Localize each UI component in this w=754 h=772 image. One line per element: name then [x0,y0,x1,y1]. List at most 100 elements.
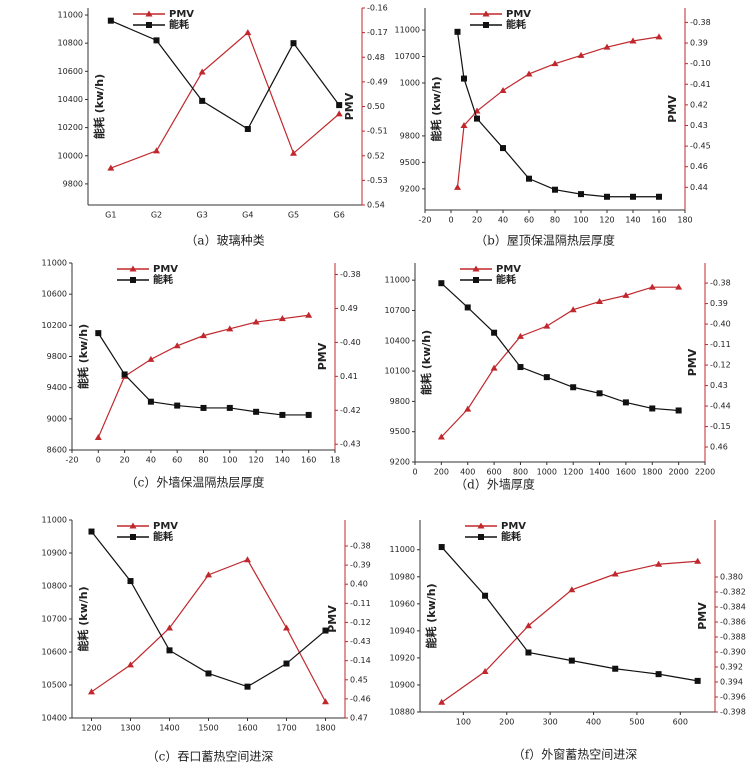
point-marker [675,283,683,290]
point-marker [127,661,134,668]
y-tick-label: 10700 [42,615,67,624]
point-marker [173,342,181,349]
y2-tick-label: -0.38 [340,270,361,279]
y2-tick-label: -0.17 [367,28,388,37]
point-marker [629,37,637,44]
x-tick-label: 2000 [668,468,688,477]
point-marker [147,398,154,405]
y2-tick-label: 0.47 [350,714,368,723]
x-tick-label: 120 [248,456,263,465]
point-marker [253,408,260,415]
point-marker [612,665,619,672]
point-marker [499,86,507,93]
point-marker [226,404,233,411]
point-marker [153,147,160,154]
legend-marker [129,265,137,272]
y2-tick-label: -0.38 [710,279,731,288]
point-marker [500,145,506,152]
series-line [91,559,327,703]
point-marker [524,622,532,629]
y-tick-label: 10200 [58,123,83,132]
y-tick-label: 11000 [42,259,67,268]
x-tick-label: 400 [586,718,601,727]
point-marker [525,70,533,77]
x-tick-label: -20 [65,456,78,465]
point-marker [578,191,584,198]
series-line [97,332,309,416]
y2-tick-label: 0.50 [367,102,385,111]
point-marker [464,405,472,412]
point-marker [107,17,114,24]
y2-axis-label: PMV [696,602,709,630]
point-marker [648,283,656,290]
y2-tick-label: 0.46 [710,443,728,452]
y2-axis-label: PMV [316,342,329,370]
x-tick-label: 500 [629,718,644,727]
x-tick-label: G3 [197,211,208,220]
x-tick-label: 0 [448,216,453,225]
y2-tick-label: 0.41 [340,372,358,381]
point-marker [460,121,468,128]
point-marker [437,433,445,440]
point-marker [570,384,577,391]
y2-tick-label: -0.46 [350,694,371,703]
x-tick-label: 300 [543,718,558,727]
y2-tick-label: -0.43 [340,440,361,449]
x-tick-label: 100 [222,456,237,465]
point-marker [94,433,102,440]
legend-marker [130,277,136,283]
x-tick-label: 160 [651,216,666,225]
point-marker [596,390,603,397]
y-tick-label: 9800 [47,352,67,361]
x-tick-label: 140 [625,216,640,225]
legend-label: 能耗 [153,530,173,543]
y-axis-label: 能耗 (kw/h) [76,324,90,389]
x-tick-label: 800 [513,468,528,477]
point-marker [244,126,251,133]
y2-tick-label: -0.40 [340,338,361,347]
y-tick-label: 10800 [42,582,67,591]
legend-marker [478,534,484,540]
y2-axis-label: PMV [666,95,679,123]
legend-marker [130,534,136,540]
legend-marker [482,10,490,17]
x-tick-label: 40 [498,216,508,225]
y-tick-label: 10920 [390,653,415,662]
y2-tick-label: 0.54 [367,201,385,210]
y-tick-label: 11000 [385,276,410,285]
y2-tick-label: -0.386 [720,618,746,627]
point-marker [199,97,206,104]
y-tick-label: 10940 [390,626,415,635]
caption: （a）玻璃种类 [185,234,264,248]
point-marker [604,193,610,200]
legend-marker [129,522,137,529]
y2-tick-label: 0.48 [367,53,385,62]
y2-axis-label: PMV [686,348,699,376]
x-tick-label: 400 [460,468,475,477]
point-marker [675,407,682,414]
legend-label: 能耗 [501,530,521,543]
x-tick-label: 600 [673,718,688,727]
legend-label: PMV [501,521,526,532]
y-tick-label: 10700 [385,306,410,315]
y2-tick-label: -0.43 [350,637,371,646]
x-tick-label: 120 [599,216,614,225]
series-line [91,531,326,688]
y-axis-label: 能耗 (kw/h) [424,583,438,648]
x-tick-label: 1800 [642,468,662,477]
y2-tick-label: -0.15 [710,422,731,431]
point-marker [543,322,551,329]
y-tick-label: 10800 [58,39,83,48]
caption: （d）外墙厚度 [455,477,535,492]
y-tick-label: 10960 [390,599,415,608]
point-marker [543,374,550,381]
y-axis-label: 能耗 (kw/h) [419,330,433,395]
y-tick-label: 10600 [42,290,67,299]
y2-tick-label: -0.38 [690,18,711,27]
series-line [110,31,340,169]
point-marker [577,51,585,58]
point-marker [655,671,662,678]
y-tick-label: 10900 [390,680,415,689]
y-tick-label: 9500 [390,427,410,436]
